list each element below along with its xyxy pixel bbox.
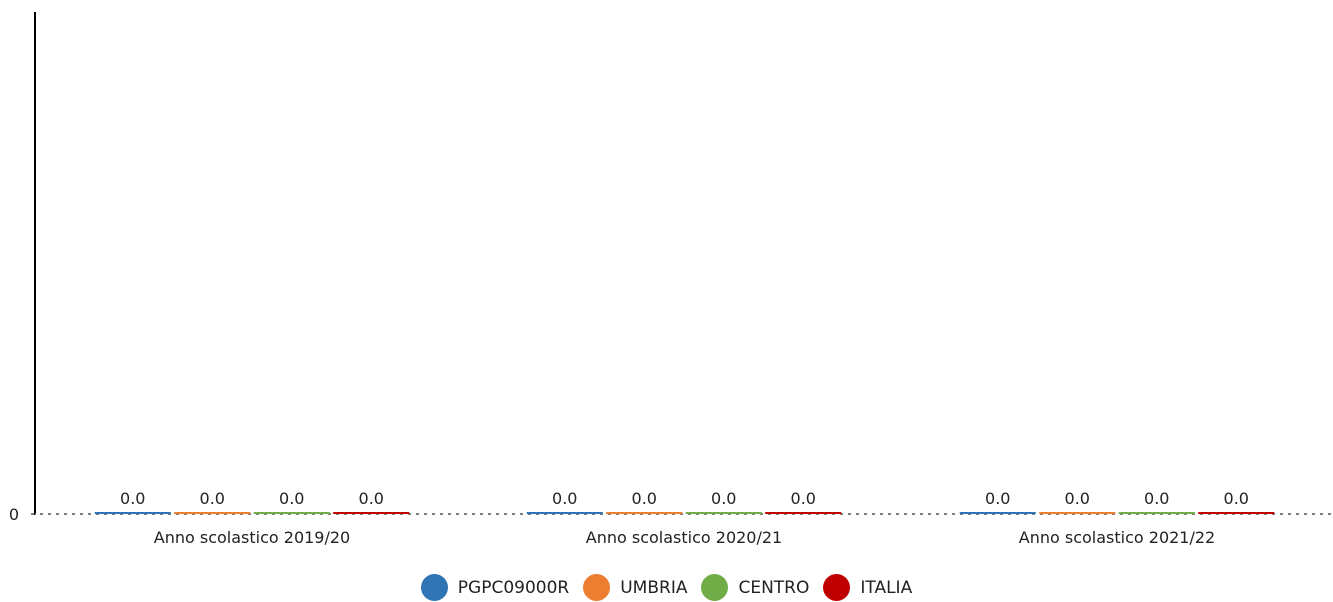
x-tick-label: Anno scolastico 2019/20 — [154, 528, 350, 547]
data-label: 0.0 — [791, 489, 816, 508]
bar — [1198, 512, 1275, 514]
legend: PGPC09000R UMBRIA CENTRO ITALIA — [0, 574, 1333, 601]
x-tick-label: Anno scolastico 2021/22 — [1019, 528, 1215, 547]
legend-marker-italia — [823, 574, 851, 601]
data-label: 0.0 — [552, 489, 577, 508]
legend-label-centro: CENTRO — [738, 577, 810, 598]
bar — [959, 512, 1036, 514]
bar — [526, 512, 603, 514]
bar — [333, 512, 410, 514]
legend-marker-umbria — [583, 574, 611, 601]
bar — [94, 512, 171, 514]
bar — [253, 512, 330, 514]
legend-item-pgpc09000r[interactable]: PGPC09000R — [420, 574, 570, 601]
data-label: 0.0 — [359, 489, 384, 508]
legend-label-italia: ITALIA — [860, 577, 913, 598]
data-label: 0.0 — [279, 489, 304, 508]
bar — [174, 512, 251, 514]
legend-item-italia[interactable]: ITALIA — [823, 574, 912, 601]
y-tick-label: 0 — [9, 505, 19, 524]
legend-item-centro[interactable]: CENTRO — [701, 574, 809, 601]
data-label: 0.0 — [632, 489, 657, 508]
data-label: 0.0 — [711, 489, 736, 508]
legend-marker-pgpc09000r — [420, 574, 448, 601]
legend-label-umbria: UMBRIA — [620, 577, 688, 598]
bar — [765, 512, 842, 514]
legend-marker-centro — [701, 574, 729, 601]
data-label: 0.0 — [1065, 489, 1090, 508]
bar — [1039, 512, 1116, 514]
data-label: 0.0 — [1144, 489, 1169, 508]
data-label: 0.0 — [1224, 489, 1249, 508]
bar — [1118, 512, 1195, 514]
data-label: 0.0 — [200, 489, 225, 508]
data-label: 0.0 — [985, 489, 1010, 508]
bar — [685, 512, 762, 514]
data-label: 0.0 — [120, 489, 145, 508]
x-tick-label: Anno scolastico 2020/21 — [586, 528, 782, 547]
bar — [606, 512, 683, 514]
legend-label-pgpc09000r: PGPC09000R — [457, 577, 570, 598]
legend-item-umbria[interactable]: UMBRIA — [583, 574, 687, 601]
